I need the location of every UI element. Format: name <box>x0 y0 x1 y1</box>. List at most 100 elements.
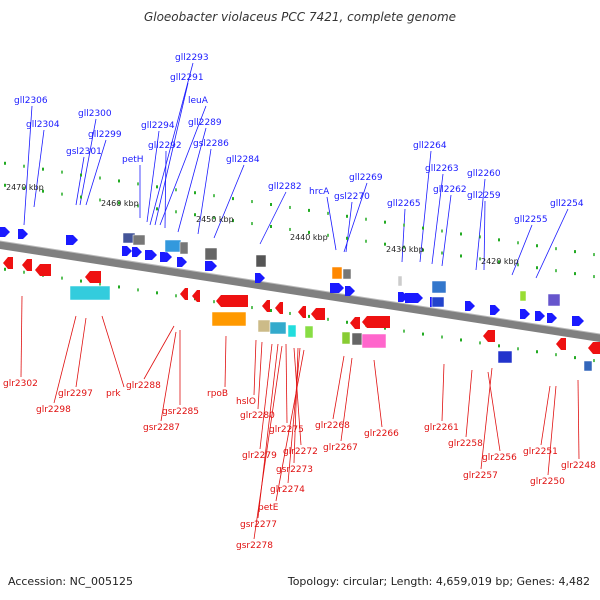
top-leader-line <box>475 178 486 271</box>
top-leader-line <box>419 150 432 263</box>
bottom-gene-label: glr2272 <box>283 447 318 457</box>
bottom-leader-line <box>340 357 353 442</box>
gene-feature-box <box>583 360 593 372</box>
reverse-gene-arrow <box>298 306 306 318</box>
kbp-tick-label: 2440 kbp <box>290 233 328 242</box>
top-leader-line <box>23 105 33 226</box>
top-gene-label: gsl2286 <box>193 139 229 149</box>
top-leader-line <box>154 82 189 226</box>
top-leader-line <box>33 129 45 208</box>
top-leader-line <box>535 208 569 279</box>
bottom-gene-label: glr2261 <box>424 423 459 433</box>
top-gene-label: gll2265 <box>387 199 421 209</box>
top-leader-line <box>197 148 212 235</box>
genome-axis-band <box>0 241 600 342</box>
gene-feature-box <box>287 324 297 338</box>
top-gene-label: gll2291 <box>170 73 204 83</box>
bottom-gene-label: glr2279 <box>242 451 277 461</box>
topology-text: Topology: circular; Length: 4,659,019 bp… <box>287 575 590 588</box>
gene-feature-box <box>132 234 146 246</box>
bottom-gene-label: glr2268 <box>315 421 350 431</box>
forward-gene-arrow <box>205 261 217 271</box>
top-gene-label: gll2299 <box>88 130 122 140</box>
forward-gene-arrow <box>66 235 78 245</box>
top-gene-label: gll2259 <box>467 191 501 201</box>
bottom-gene-label: glr2257 <box>463 471 498 481</box>
forward-gene-arrow <box>405 293 423 303</box>
bottom-leader-line <box>487 371 501 452</box>
top-leader-line <box>431 173 444 265</box>
bottom-gene-label: gsr2285 <box>162 407 199 417</box>
reverse-gene-arrow <box>588 342 600 354</box>
bottom-gene-label: glr2302 <box>3 379 38 389</box>
genome-axis <box>0 240 600 342</box>
gene-feature-box <box>269 321 287 335</box>
bottom-gene-label: glr2288 <box>126 381 161 391</box>
top-leader-line <box>441 194 452 267</box>
bottom-gene-label: glr2258 <box>448 439 483 449</box>
gene-feature-box <box>341 331 351 345</box>
kbp-tick-label: 2420 kbp <box>481 257 519 266</box>
top-leader-line <box>149 62 194 226</box>
top-gene-label: gll2300 <box>78 109 112 119</box>
reverse-gene-arrow <box>350 317 360 329</box>
gene-feature-box <box>431 296 445 308</box>
top-leader-line <box>213 164 245 239</box>
bottom-leader-line <box>441 363 445 422</box>
top-gene-label: gll2294 <box>141 121 175 131</box>
top-gene-label: leuA <box>188 96 209 106</box>
gene-feature-box <box>257 319 271 333</box>
top-leader-line <box>75 156 85 206</box>
accession-text: Accession: NC_005125 <box>8 575 134 588</box>
bottom-gene-label: gsr2277 <box>240 520 277 530</box>
kbp-tick-label: 2460 kbp <box>101 199 139 208</box>
gene-feature-box <box>397 275 403 287</box>
reverse-gene-arrow <box>556 338 566 350</box>
bottom-leader-line <box>259 343 273 450</box>
top-gene-label: gll2263 <box>425 164 459 174</box>
forward-gene-arrow <box>160 252 172 262</box>
bottom-leader-line <box>465 369 473 438</box>
kbp-tick-label: 2470 kbp <box>6 183 44 192</box>
top-gene-label: gll2260 <box>467 169 501 179</box>
bottom-gene-label: gsr2287 <box>143 423 180 433</box>
bottom-gene-label: gsr2273 <box>276 465 313 475</box>
kbp-tick-label: 2430 kbp <box>386 245 424 254</box>
bottom-gene-label: glr2298 <box>36 405 71 415</box>
bottom-gene-label: glr2297 <box>58 389 93 399</box>
bottom-leader-line <box>293 347 302 446</box>
top-leader-line <box>511 224 533 276</box>
forward-gene-arrow <box>490 305 500 315</box>
bottom-leader-line <box>257 341 263 410</box>
bottom-leader-line <box>101 315 125 388</box>
reverse-gene-arrow <box>180 288 188 300</box>
forward-gene-arrow <box>132 247 142 257</box>
gene-feature-box <box>255 254 267 268</box>
figure-title: Gloeobacter violaceus PCC 7421, complete… <box>143 10 457 24</box>
gene-feature-box <box>431 280 447 294</box>
bottom-leader-line <box>293 347 299 464</box>
forward-gene-arrow <box>145 250 157 260</box>
top-gene-label: gll2264 <box>413 141 447 151</box>
top-gene-label: gll2269 <box>349 173 383 183</box>
top-leader-line <box>177 127 207 233</box>
top-gene-label: gsl2301 <box>66 147 102 157</box>
gene-feature-box <box>164 239 182 253</box>
gene-labels: gll2306 gll2304 gll2300 gll2299 gsl2301 petH g… <box>3 53 596 551</box>
top-gene-label: gll2262 <box>433 185 467 195</box>
reverse-gene-arrow <box>3 257 13 269</box>
bottom-leader-line <box>332 355 345 420</box>
bottom-gene-label: petE <box>258 503 279 513</box>
reverse-gene-arrow <box>22 259 32 271</box>
forward-gene-arrow <box>547 313 557 323</box>
top-gene-label: gll2306 <box>14 96 48 106</box>
reverse-gene-arrow <box>311 308 325 320</box>
top-leader-line <box>159 105 207 226</box>
top-gene-label: gll2255 <box>514 215 548 225</box>
gene-feature-box <box>204 247 218 261</box>
bottom-leader-line <box>275 349 305 502</box>
top-leader-line <box>79 118 97 206</box>
bottom-leader-line <box>253 345 283 540</box>
bottom-leader-line <box>540 385 551 446</box>
forward-gene-arrow <box>0 227 10 237</box>
